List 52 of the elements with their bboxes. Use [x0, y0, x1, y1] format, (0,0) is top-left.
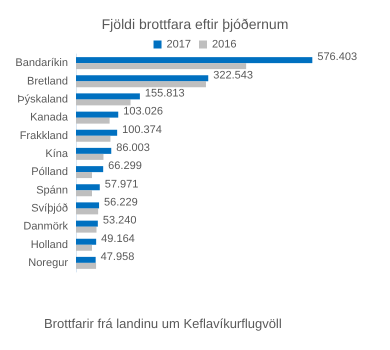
- bar: [76, 172, 92, 178]
- bar: [76, 118, 110, 124]
- data-label: 576.403: [317, 51, 358, 64]
- bar: [76, 184, 100, 190]
- y-tick-label: Bretland: [27, 75, 68, 88]
- data-label: 53.240: [102, 214, 136, 227]
- y-tick-label: Kína: [45, 148, 69, 160]
- y-tick-label: Bandaríkin: [15, 57, 68, 70]
- data-label: 322.543: [213, 69, 254, 82]
- data-label: 49.164: [101, 232, 135, 245]
- bar: [76, 166, 104, 172]
- data-label: 47.958: [100, 250, 134, 263]
- bar: [76, 99, 131, 106]
- bar: [76, 262, 96, 269]
- bar: [76, 226, 96, 233]
- bar: [76, 57, 312, 64]
- data-label: 56.229: [104, 196, 138, 208]
- bar: [76, 130, 118, 136]
- bar: [76, 63, 246, 70]
- bar: [76, 256, 96, 263]
- bar: [76, 238, 96, 245]
- y-tick-label: Þýskaland: [17, 93, 68, 106]
- data-label: 155.813: [144, 87, 185, 100]
- data-label: 57.971: [104, 178, 138, 190]
- bar: [76, 190, 92, 196]
- data-label: 66.299: [108, 160, 142, 172]
- legend-label: 2017: [166, 38, 192, 50]
- bar: [76, 154, 104, 160]
- y-tick-label: Holland: [30, 238, 68, 251]
- y-tick-label: Kanada: [30, 112, 69, 124]
- data-label: 103.026: [123, 106, 164, 118]
- data-label: 86.003: [116, 142, 150, 154]
- bar: [76, 93, 140, 100]
- y-tick-label: Svíþjóð: [31, 202, 68, 214]
- y-tick-label: Frakkland: [20, 130, 68, 142]
- bar: [76, 244, 92, 251]
- bar: [76, 148, 112, 154]
- bar: [76, 112, 118, 118]
- bar: [76, 136, 110, 142]
- bar: [76, 202, 100, 208]
- data-label: 100.374: [122, 124, 162, 136]
- y-tick-label: Pólland: [31, 166, 68, 178]
- bar: [76, 220, 98, 227]
- y-tick-label: Danmörk: [23, 220, 68, 233]
- y-tick-label: Noregur: [28, 256, 68, 269]
- text: Brottfarir frá landinu um Keflavíkurflugvöll: [44, 316, 282, 331]
- y-tick-label: Spánn: [36, 184, 68, 196]
- bar: [76, 208, 98, 214]
- chart-title: Fjöldi brottfara eftir þjóðernum: [102, 16, 288, 32]
- bar: [76, 81, 206, 88]
- bar: [76, 75, 208, 82]
- legend-label: 2016: [212, 38, 236, 50]
